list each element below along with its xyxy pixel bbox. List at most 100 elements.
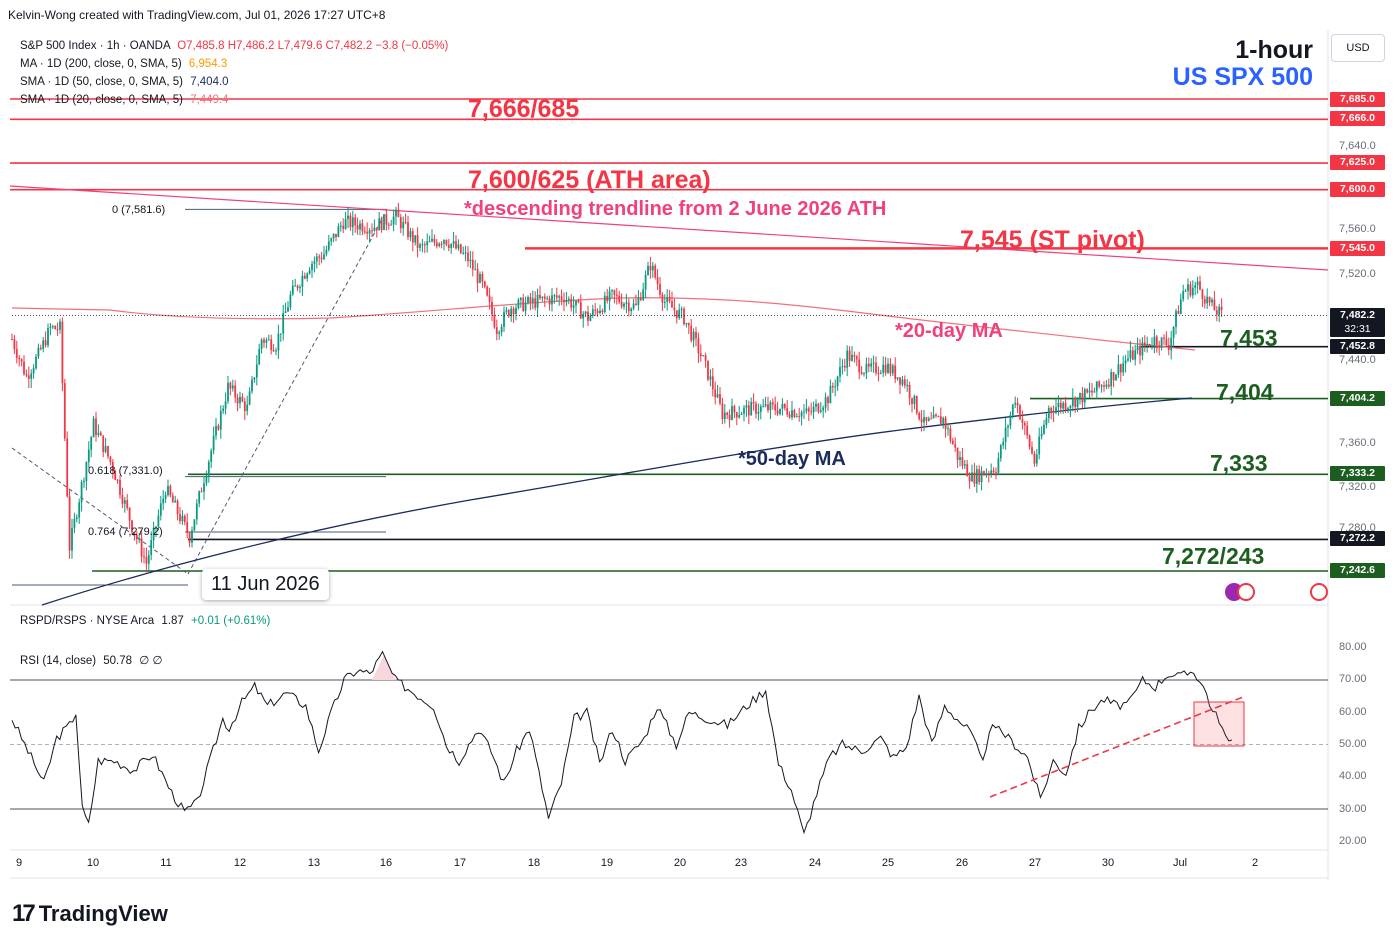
flag-icon[interactable] bbox=[1237, 583, 1255, 601]
candle-body bbox=[159, 503, 162, 516]
candle-body bbox=[608, 291, 611, 302]
candle-body bbox=[186, 521, 189, 533]
candle-body bbox=[409, 231, 412, 238]
price-tag-7545: 7,545.0 bbox=[1330, 241, 1385, 256]
rspd-legend[interactable]: RSPD/RSPS · NYSE Arca 1.87 +0.01 (+0.61%… bbox=[20, 615, 270, 627]
candle-body bbox=[1055, 407, 1057, 413]
candle-body bbox=[555, 295, 558, 298]
candle-body bbox=[903, 379, 906, 386]
candle-body bbox=[817, 403, 820, 413]
candle-body bbox=[133, 531, 136, 535]
candle-body bbox=[380, 218, 383, 230]
candle-body bbox=[1023, 422, 1026, 426]
candle-body bbox=[440, 243, 443, 245]
candle-body bbox=[699, 353, 702, 357]
candle-body bbox=[719, 394, 721, 404]
candle-body bbox=[205, 475, 208, 484]
candle-body bbox=[37, 347, 40, 357]
flag-icon[interactable] bbox=[1310, 583, 1328, 601]
price-tag-7404: 7,404.2 bbox=[1330, 391, 1385, 406]
candle-body bbox=[615, 294, 618, 296]
candle-body bbox=[20, 359, 23, 362]
candle-body bbox=[891, 365, 894, 374]
candle-body bbox=[474, 269, 477, 271]
rsi-tick: 50.00 bbox=[1339, 738, 1367, 750]
candle-body bbox=[210, 450, 213, 462]
rsi-legend[interactable]: RSI (14, close) 50.78 ∅ ∅ bbox=[20, 653, 162, 667]
candle-body bbox=[140, 538, 143, 557]
candle-body bbox=[354, 217, 357, 226]
candle-body bbox=[332, 233, 335, 239]
candle-body bbox=[1184, 290, 1187, 292]
candle-body bbox=[1139, 345, 1141, 356]
candle-body bbox=[570, 298, 573, 308]
candle-body bbox=[848, 350, 851, 361]
sma20-legend[interactable]: SMA · 1D (20, close, 0, SMA, 5) 7,449.4 bbox=[20, 94, 229, 106]
candle-body bbox=[1175, 311, 1177, 327]
candle-body bbox=[447, 244, 450, 249]
candle-body bbox=[390, 224, 393, 226]
sma50-legend[interactable]: SMA · 1D (50, close, 0, SMA, 5) 7,404.0 bbox=[20, 76, 229, 88]
candle-body bbox=[795, 416, 798, 418]
candle-body bbox=[318, 256, 321, 258]
candle-body bbox=[536, 294, 539, 308]
candle-body bbox=[222, 408, 225, 411]
candle-body bbox=[162, 498, 165, 504]
candle-body bbox=[476, 269, 479, 283]
candle-body bbox=[491, 301, 493, 315]
candle-body bbox=[690, 325, 693, 341]
rsi-tick: 70.00 bbox=[1339, 673, 1367, 685]
candle-body bbox=[999, 445, 1002, 459]
candle-body bbox=[771, 402, 774, 405]
date-tick: 30 bbox=[1101, 857, 1115, 869]
symbol-legend[interactable]: S&P 500 Index · 1h · OANDA O7,485.8 H7,4… bbox=[20, 40, 448, 52]
candle-body bbox=[625, 302, 628, 304]
symbol-label: S&P 500 Index · 1h · OANDA bbox=[20, 40, 171, 52]
candle-body bbox=[119, 479, 121, 495]
price-tag-7600: 7,600.0 bbox=[1330, 182, 1385, 197]
price-tick: 7,360.0 bbox=[1339, 437, 1376, 449]
currency-selector[interactable]: USD bbox=[1331, 34, 1385, 62]
candle-body bbox=[747, 405, 750, 416]
candle-body bbox=[692, 331, 695, 341]
ma20-label: *20-day MA bbox=[895, 320, 1003, 342]
rsi-tick: 20.00 bbox=[1339, 835, 1367, 847]
ma200-legend[interactable]: MA · 1D (200, close, 0, SMA, 5) 6,954.3 bbox=[20, 58, 227, 70]
rsi-tick: 30.00 bbox=[1339, 803, 1367, 815]
candle-body bbox=[97, 432, 100, 435]
candle-body bbox=[195, 503, 198, 520]
candle-body bbox=[942, 417, 945, 424]
candle-body bbox=[606, 295, 609, 302]
candle-body bbox=[481, 274, 484, 282]
candle-body bbox=[443, 240, 445, 244]
date-callout: 11 Jun 2026 bbox=[202, 569, 329, 600]
candle-body bbox=[1052, 410, 1055, 413]
candle-body bbox=[1117, 364, 1120, 375]
candle-body bbox=[613, 290, 616, 295]
candle-body bbox=[327, 241, 330, 250]
fib-diagonal bbox=[187, 211, 387, 575]
candle-body bbox=[287, 307, 289, 312]
candle-body bbox=[949, 428, 952, 441]
candle-body bbox=[392, 216, 395, 225]
candle-body bbox=[647, 265, 649, 276]
candle-body bbox=[138, 538, 141, 540]
candle-body bbox=[435, 242, 438, 247]
candle-body bbox=[1007, 425, 1009, 428]
candle-body bbox=[78, 502, 81, 518]
candle-body bbox=[956, 447, 959, 460]
candle-body bbox=[87, 449, 90, 463]
candle-body bbox=[1196, 281, 1199, 286]
candle-body bbox=[198, 491, 201, 504]
candle-body bbox=[980, 471, 983, 482]
candle-body bbox=[35, 356, 37, 369]
candle-body bbox=[769, 402, 772, 411]
candle-body bbox=[695, 331, 697, 339]
candle-body bbox=[193, 519, 196, 531]
candle-body bbox=[1148, 343, 1151, 347]
candle-body bbox=[839, 366, 841, 377]
candle-body bbox=[116, 479, 119, 481]
candle-body bbox=[584, 311, 587, 314]
candle-body bbox=[282, 312, 285, 334]
candle-body bbox=[834, 386, 837, 388]
